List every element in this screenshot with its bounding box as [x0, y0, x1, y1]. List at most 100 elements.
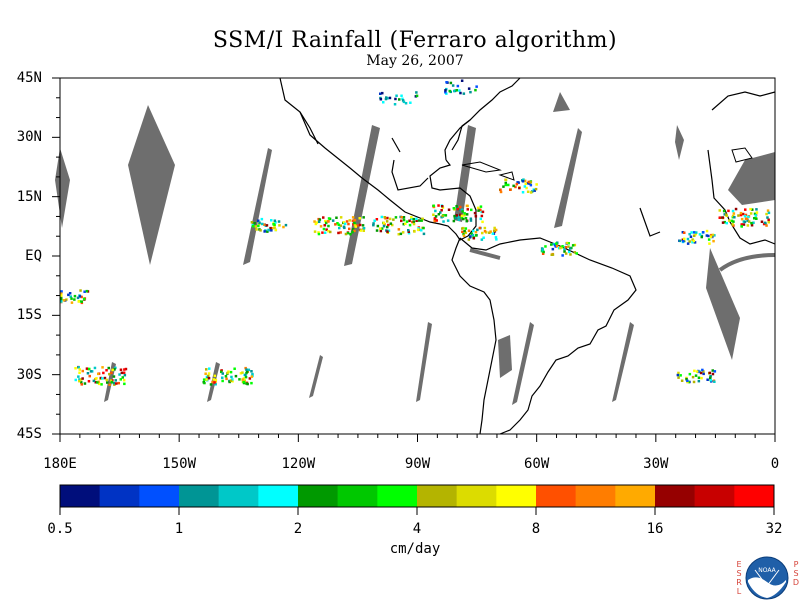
missing-data-swath: [706, 248, 740, 360]
rain-pixel: [708, 242, 711, 245]
rain-pixel: [481, 210, 485, 214]
rain-pixel: [754, 214, 757, 217]
rain-pixel: [488, 231, 491, 234]
rain-pixel: [755, 211, 759, 214]
coastline: [459, 237, 637, 435]
rain-pixel: [397, 228, 401, 231]
rain-pixel: [73, 294, 77, 298]
rain-pixel: [86, 372, 90, 375]
rain-pixel: [96, 381, 99, 384]
rain-pixel: [111, 368, 114, 372]
rain-pixel: [362, 216, 365, 219]
rain-pixel: [567, 245, 570, 248]
rain-pixel: [245, 370, 249, 374]
rain-pixel: [245, 368, 248, 371]
rain-pixel: [239, 372, 243, 375]
rain-pixel: [691, 375, 695, 379]
rain-pixel: [693, 369, 696, 373]
rain-pixel: [555, 242, 558, 245]
rain-pixel: [767, 211, 771, 215]
rain-pixel: [709, 235, 713, 238]
rain-pixel: [205, 378, 208, 381]
rain-pixel: [568, 250, 571, 254]
rain-pixel: [722, 209, 726, 213]
rain-pixel: [688, 240, 691, 243]
rain-pixel: [214, 383, 217, 386]
rain-pixel: [420, 229, 423, 232]
rain-pixel: [699, 371, 703, 375]
rain-pixel: [108, 383, 111, 386]
rain-pixel: [415, 217, 418, 221]
rain-pixel: [525, 186, 528, 190]
rain-pixel: [514, 185, 517, 189]
rain-pixel: [404, 102, 408, 105]
rain-pixel: [379, 98, 383, 101]
rain-pixel: [474, 215, 478, 218]
rain-pixel: [449, 81, 453, 85]
rain-pixel: [702, 372, 705, 376]
rain-pixel: [68, 292, 72, 295]
rain-pixel: [694, 374, 698, 377]
rain-pixel: [70, 301, 74, 304]
rain-pixel: [93, 366, 97, 370]
rain-pixel: [346, 231, 350, 235]
rain-pixel: [386, 216, 389, 220]
rain-pixel: [690, 231, 693, 234]
rain-pixel: [234, 374, 238, 378]
rain-pixel: [78, 379, 81, 383]
rain-pixel: [709, 375, 712, 378]
rain-pixel: [317, 232, 321, 236]
rain-pixel: [476, 206, 480, 210]
rain-pixel: [386, 225, 389, 229]
rain-pixel: [121, 376, 124, 379]
rain-pixel: [533, 189, 536, 192]
rain-pixel: [410, 217, 413, 220]
rain-pixel: [692, 380, 696, 384]
missing-data-swath: [416, 322, 432, 402]
rain-pixel: [491, 232, 495, 235]
rain-pixel: [225, 377, 228, 381]
rain-pixel: [711, 369, 714, 372]
rain-pixel: [257, 224, 260, 228]
missing-data-swath: [55, 148, 70, 228]
rain-pixel: [78, 371, 81, 374]
rain-pixel: [731, 209, 735, 213]
colorbar-swatch: [456, 485, 497, 507]
rain-pixel: [697, 379, 701, 383]
rain-pixel: [732, 212, 736, 215]
rain-pixel: [521, 191, 525, 194]
rain-pixel: [432, 204, 435, 207]
rain-pixel: [270, 227, 274, 230]
latitude-label: EQ: [25, 248, 42, 264]
coastline: [711, 91, 776, 111]
rain-pixel: [416, 228, 420, 231]
rain-pixel: [261, 222, 264, 226]
rain-pixel: [207, 372, 211, 375]
rain-pixel: [119, 378, 122, 381]
rain-pixel: [409, 101, 412, 104]
colorbar-units: cm/day: [389, 541, 441, 557]
rain-pixel: [123, 373, 127, 377]
rain-pixel: [274, 221, 277, 224]
rain-pixel: [465, 219, 468, 223]
rain-pixel: [480, 210, 483, 214]
colorbar-swatch: [575, 485, 616, 507]
rain-pixel: [681, 231, 685, 234]
map-background: [60, 78, 775, 434]
rain-pixel: [348, 227, 351, 231]
rain-pixel: [342, 225, 346, 229]
rain-pixel: [221, 372, 224, 375]
rain-pixel: [489, 230, 492, 233]
rain-pixel: [108, 372, 111, 376]
rain-pixel: [452, 219, 456, 223]
rain-pixel: [534, 187, 538, 191]
rain-pixel: [739, 211, 743, 215]
rain-pixel: [314, 222, 318, 226]
rain-pixel: [444, 214, 448, 217]
rain-pixel: [313, 220, 316, 223]
rain-pixel: [523, 185, 527, 188]
rain-pixel: [571, 244, 575, 247]
rain-pixel: [567, 242, 570, 245]
rain-pixel: [386, 230, 389, 233]
